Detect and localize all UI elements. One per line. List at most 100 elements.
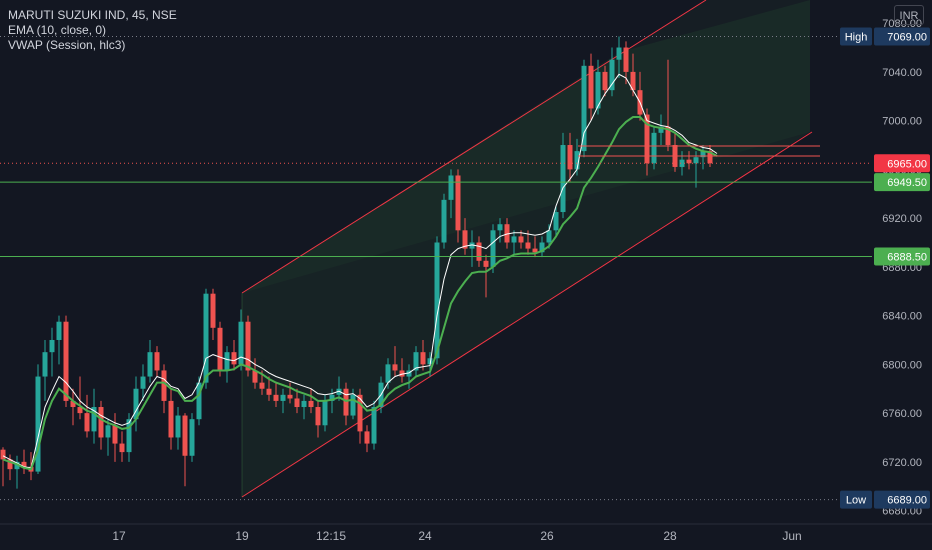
low-price-tag-prefix: Low (846, 495, 866, 507)
low-price-tag-bg (874, 490, 930, 509)
high-price-tag-prefix-bg (840, 27, 872, 46)
candle-body (14, 461, 20, 470)
candle-body (42, 352, 48, 377)
candle-body (0, 449, 6, 460)
candle-body (553, 212, 559, 231)
time-axis[interactable]: 17 19 12:15 24 26 28 Jun (0, 523, 932, 550)
candle-body (700, 151, 706, 158)
candle-body (147, 352, 153, 377)
candle-body (420, 352, 426, 365)
candle-body (301, 400, 307, 408)
candles (0, 36, 713, 489)
candle-body (707, 151, 713, 164)
candle-body (161, 370, 167, 401)
candle-body (539, 242, 545, 253)
candle-body (497, 224, 503, 231)
candle-body (490, 230, 496, 267)
candle-body (259, 382, 265, 389)
candle-body (343, 388, 349, 416)
price-axis[interactable]: 6680.006720.006760.006800.006840.006880.… (840, 0, 932, 550)
time-tick-label: 19 (235, 529, 249, 543)
vwap-indicator-label[interactable]: VWAP (Session, hlc3) (8, 38, 126, 52)
channel-lower-line (241, 131, 813, 498)
candle-body (693, 157, 699, 164)
candle-body (476, 242, 482, 261)
candle-body (525, 242, 531, 249)
candle-body (385, 364, 391, 383)
candle-body (651, 132, 657, 164)
candle-body (287, 394, 293, 399)
candle-body (609, 59, 615, 91)
candle-body (119, 443, 125, 453)
candle-body (273, 394, 279, 401)
candle-body (308, 400, 314, 408)
candle-body (231, 352, 237, 365)
candle-body (371, 407, 377, 444)
candle-body (602, 71, 608, 91)
candle-body (686, 159, 692, 164)
candle-body (49, 339, 55, 353)
candle-body (112, 425, 118, 444)
candle-body (616, 47, 622, 60)
candle-body (56, 321, 62, 340)
candle-body (126, 419, 132, 453)
candle-body (77, 407, 83, 414)
high-price-tag-prefix: High (845, 32, 868, 44)
time-tick-label: 17 (112, 529, 126, 543)
ema-line (2, 116, 718, 471)
vwap-line (2, 73, 718, 469)
price-tick-label: 6760.00 (882, 408, 922, 420)
candle-body (469, 242, 475, 249)
candle-body (63, 321, 69, 401)
currency-badge[interactable]: INR (894, 5, 924, 25)
candle-body (7, 459, 13, 470)
level-1-price-tag-bg (874, 173, 930, 192)
time-tick-label: 26 (540, 529, 554, 543)
candle-body (168, 400, 174, 438)
candle-body (658, 126, 664, 133)
last-price-tag-bg (874, 154, 930, 173)
price-tick-label: 6840.00 (882, 311, 922, 323)
candle-body (532, 248, 538, 253)
price-tick-label: 7040.00 (882, 67, 922, 79)
time-tick-label: 24 (418, 529, 432, 543)
candle-body (210, 293, 216, 328)
candle-body (364, 431, 370, 444)
candle-body (203, 293, 209, 383)
candle-body (245, 321, 251, 371)
candle-body (357, 394, 363, 432)
candle-body (392, 364, 398, 371)
candle-body (196, 382, 202, 420)
horizontal-levels (0, 36, 872, 501)
candle-body (315, 407, 321, 426)
channel-upper-line (241, 0, 707, 294)
level-1-price-tag: 6949.50 (887, 177, 927, 189)
ema-indicator-label[interactable]: EMA (10, close, 0) (8, 23, 107, 37)
candle-body (399, 370, 405, 377)
price-axis-bg (872, 0, 932, 550)
candle-body (252, 370, 258, 383)
candle-body (588, 65, 594, 109)
candle-body (462, 230, 468, 249)
candle-body (427, 358, 433, 365)
chart-legend: MARUTI SUZUKI IND, 45, NSE EMA (10, clos… (8, 8, 177, 53)
time-tick-label: 12:15 (316, 529, 346, 543)
candle-body (455, 175, 461, 231)
low-price-tag: 6689.00 (887, 495, 927, 507)
candle-body (630, 71, 636, 91)
indicator-lines (2, 73, 718, 471)
candle-body (189, 419, 195, 456)
symbol-title[interactable]: MARUTI SUZUKI IND, 45, NSE (8, 8, 177, 22)
candle-body (350, 394, 356, 416)
last-price-tag: 6965.00 (887, 158, 927, 170)
candle-body (623, 47, 629, 72)
high-price-tag: 7069.00 (887, 32, 927, 44)
candle-body (546, 230, 552, 243)
candle-body (322, 400, 328, 426)
candle-body (574, 151, 580, 170)
candle-body (70, 400, 76, 408)
low-price-tag-prefix-bg (840, 490, 872, 509)
candle-body (294, 398, 300, 408)
